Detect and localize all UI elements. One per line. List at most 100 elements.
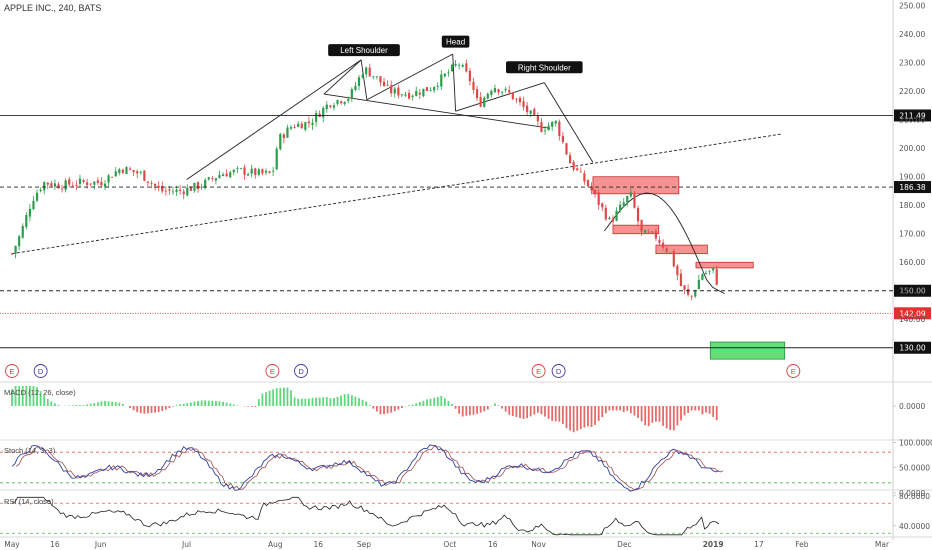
level-tag-3: 142.09	[899, 309, 925, 318]
macd-bar-101	[372, 406, 375, 409]
macd-bar-197	[715, 406, 718, 421]
macd-bar-165	[601, 406, 604, 418]
candle-135	[493, 88, 497, 93]
macd-bar-56	[211, 400, 214, 406]
candle-185	[672, 251, 675, 267]
pattern-label-text-1: Head	[446, 38, 465, 47]
zones	[592, 176, 786, 360]
candle-16	[68, 179, 71, 185]
macd-bar-171	[622, 406, 625, 413]
macd-bar-148	[540, 406, 543, 415]
macd-bar-31	[121, 404, 124, 406]
macd-bar-20	[82, 405, 85, 406]
macd-bar-185	[672, 406, 675, 431]
event-circle-2	[265, 364, 280, 378]
candle-2	[18, 236, 21, 247]
macd-bar-169	[615, 406, 618, 411]
macd-bar-91	[336, 396, 339, 406]
macd-bar-27	[107, 401, 110, 406]
macd-bar-80	[297, 398, 300, 406]
indicator-panels: MACD (12, 26, close) Stoch (14, 3, 3) RSI …	[0, 386, 893, 536]
candle-145	[529, 110, 532, 114]
macd-bar-164	[597, 406, 600, 422]
candle-32	[125, 167, 128, 175]
level-tag-2: 150.00	[899, 287, 925, 296]
candle-172	[626, 196, 629, 203]
macd-bar-39	[150, 406, 153, 413]
candle-144	[526, 105, 529, 113]
candle-45	[171, 191, 175, 193]
level-tag-0: 211.49	[899, 111, 925, 120]
pattern-label-bg-2	[506, 61, 583, 74]
macd-bar-161	[587, 406, 589, 427]
candle-42	[161, 186, 164, 192]
green-zone	[709, 341, 786, 360]
rsi-line	[11, 496, 720, 536]
macd-bar-89	[329, 398, 332, 406]
macd-bar-4	[25, 386, 28, 406]
macd-bar-125	[458, 406, 461, 414]
level-tag-bg-2	[894, 284, 931, 297]
shoulder-leg-1	[323, 59, 362, 95]
event-circle-0	[5, 364, 19, 378]
macd-bar-126	[461, 406, 464, 417]
candle-112	[411, 95, 414, 97]
macd-bar-18	[75, 405, 78, 406]
macd-bar-19	[79, 405, 81, 406]
candle-174	[633, 193, 636, 208]
macd-bar-193	[701, 406, 704, 415]
level-tag-bg-4	[894, 341, 931, 354]
macd-bar-50	[189, 402, 192, 406]
macd-bar-44	[168, 406, 171, 409]
macd-bar-21	[86, 404, 89, 406]
candle-17	[71, 185, 74, 187]
candle-197	[715, 269, 718, 285]
candle-184	[669, 252, 672, 254]
macd-bar-9	[43, 395, 46, 406]
macd-bar-48	[182, 403, 185, 406]
right-shoulder-leg-2	[543, 82, 594, 163]
macd-bar-108	[397, 406, 400, 410]
macd-bar-76	[282, 387, 285, 406]
panel-tick-1-2: 0.0000	[899, 489, 925, 498]
candle-155	[565, 143, 568, 155]
macd-bar-157	[572, 406, 575, 433]
candle-153	[558, 121, 561, 137]
candle-62	[232, 169, 235, 173]
candle-123	[450, 64, 454, 72]
macd-bar-144	[526, 406, 529, 419]
x-tick-10: Dec	[617, 540, 632, 549]
candle-22	[89, 183, 92, 185]
macd-bar-52	[197, 400, 199, 406]
macd-bar-119	[436, 396, 439, 406]
candle-48	[182, 191, 185, 195]
candle-113	[415, 91, 418, 96]
neckline	[323, 93, 551, 129]
candle-110	[404, 94, 407, 96]
x-tick-9: Nov	[531, 540, 546, 549]
candle-1	[14, 245, 17, 254]
candle-92	[340, 101, 343, 104]
candle-31	[121, 169, 124, 173]
macd-bar-121	[443, 398, 446, 406]
candle-183	[665, 248, 668, 252]
candle-43	[164, 190, 167, 192]
candle-12	[53, 183, 57, 187]
macd-bar-135	[494, 403, 496, 406]
axes: 250.00 240.00 230.00 220.00 210.00 200.00 190.…	[4, 2, 932, 549]
candle-182	[661, 242, 665, 248]
macd-bar-190	[690, 406, 693, 411]
candle-151	[551, 121, 554, 127]
candle-52	[196, 182, 200, 189]
pattern-label-bg-0	[328, 44, 400, 57]
macd-bar-122	[447, 400, 450, 406]
macd-bar-106	[390, 406, 393, 413]
macd-bar-58	[218, 401, 221, 406]
candle-134	[490, 90, 493, 95]
candle-143	[522, 101, 525, 107]
panel-title-0: MACD (12, 26, close)	[4, 388, 76, 397]
candle-28	[111, 176, 114, 178]
candle-11	[50, 183, 53, 187]
